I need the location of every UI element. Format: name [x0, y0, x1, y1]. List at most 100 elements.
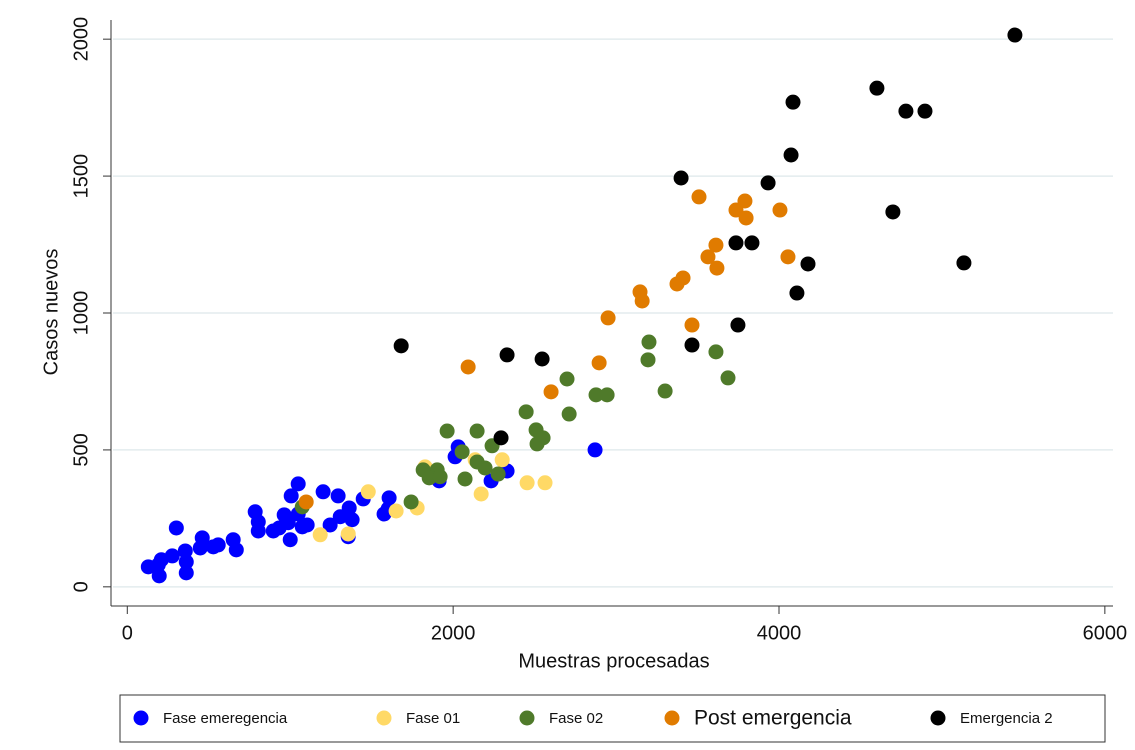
point [290, 476, 306, 492]
point [529, 436, 545, 452]
point [691, 189, 707, 205]
point [460, 359, 476, 375]
point [956, 255, 972, 271]
point [454, 444, 470, 460]
y-tick-label: 2000 [70, 17, 92, 62]
point [730, 317, 746, 333]
point [744, 235, 760, 251]
point [634, 293, 650, 309]
point [519, 475, 535, 491]
legend-marker [664, 710, 680, 726]
point [785, 94, 801, 110]
point [1007, 27, 1023, 43]
point [499, 347, 515, 363]
point [537, 475, 553, 491]
point [684, 317, 700, 333]
point [494, 452, 510, 468]
point [591, 355, 607, 371]
legend: Fase emeregencia Fase 01 Fase 02 Post emerg… [133, 707, 1053, 730]
point [282, 532, 298, 548]
point [587, 442, 603, 458]
x-tick-label: 2000 [431, 622, 476, 644]
point [276, 507, 292, 523]
point [673, 170, 689, 186]
y-tick-label: 500 [70, 433, 92, 466]
point [709, 260, 725, 276]
point [669, 276, 685, 292]
point [473, 486, 489, 502]
point [720, 370, 736, 386]
x-tick-label: 6000 [1083, 622, 1128, 644]
point [708, 237, 724, 253]
y-tick-label: 1000 [70, 291, 92, 336]
point [885, 204, 901, 220]
point [641, 334, 657, 350]
point [360, 484, 376, 500]
point [322, 517, 338, 533]
point [789, 285, 805, 301]
point [469, 423, 485, 439]
legend-label: Fase 01 [406, 710, 460, 727]
point [299, 517, 315, 533]
point [588, 387, 604, 403]
point [684, 337, 700, 353]
point [403, 494, 419, 510]
legend-label: Fase emeregencia [163, 710, 288, 727]
point [388, 503, 404, 519]
point [490, 466, 506, 482]
point [917, 103, 933, 119]
point [298, 494, 314, 510]
point [340, 526, 356, 542]
point [381, 490, 397, 506]
point [439, 423, 455, 439]
legend-label: Post emergencia [694, 707, 852, 730]
x-tick-label: 4000 [757, 622, 802, 644]
point [192, 540, 208, 556]
point [315, 484, 331, 500]
point [168, 520, 184, 536]
point [869, 80, 885, 96]
point [150, 557, 166, 573]
point [283, 488, 299, 504]
point [493, 430, 509, 446]
legend-marker [376, 710, 392, 726]
point [760, 175, 776, 191]
point [178, 554, 194, 570]
point [708, 344, 724, 360]
point [772, 202, 788, 218]
point [780, 249, 796, 265]
point [177, 543, 193, 559]
point [738, 210, 754, 226]
y-axis-title: Casos nuevos [40, 249, 62, 376]
point [332, 509, 348, 525]
point [376, 506, 392, 522]
point [640, 352, 656, 368]
point [421, 470, 437, 486]
point [728, 235, 744, 251]
legend-marker [519, 710, 535, 726]
legend-marker [133, 710, 149, 726]
y-tick-label: 1500 [70, 154, 92, 199]
x-axis-title: Muestras procesadas [518, 650, 709, 672]
point [477, 460, 493, 476]
y-tick-label: 0 [70, 581, 92, 592]
point [312, 527, 328, 543]
point [432, 469, 448, 485]
point [657, 383, 673, 399]
point [728, 202, 744, 218]
point [178, 565, 194, 581]
point [534, 351, 550, 367]
point [210, 537, 226, 553]
point [457, 471, 473, 487]
point [271, 520, 287, 536]
point [543, 384, 559, 400]
point [783, 147, 799, 163]
point [330, 488, 346, 504]
point [898, 103, 914, 119]
point [151, 568, 167, 584]
legend-label: Emergencia 2 [960, 710, 1053, 727]
legend-marker [930, 710, 946, 726]
point [393, 338, 409, 354]
point [600, 310, 616, 326]
